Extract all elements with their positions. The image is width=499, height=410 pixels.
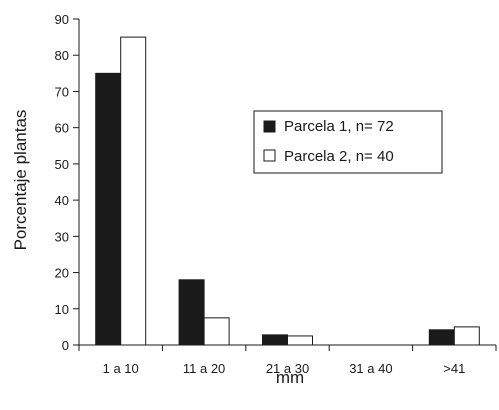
legend-swatch-parcela-1 xyxy=(263,120,276,133)
legend-swatch-parcela-2 xyxy=(263,149,276,162)
bar-parcela-1-2 xyxy=(262,334,288,346)
y-tick-label: 20 xyxy=(55,266,69,281)
bars xyxy=(95,36,480,346)
bar-parcela-2-2 xyxy=(287,335,313,346)
y-tick-label: 0 xyxy=(62,338,69,353)
y-tick-label: 30 xyxy=(55,229,69,244)
y-tick-label: 90 xyxy=(55,12,69,27)
y-axis: 0 10 20 30 40 50 60 70 80 90 xyxy=(55,12,80,353)
y-axis-title: Porcentaje plantas xyxy=(11,110,30,251)
bar-parcela-2-1 xyxy=(203,317,230,346)
legend-label-parcela-1: Parcela 1, n= 72 xyxy=(284,118,394,135)
x-tick-label: 31 a 40 xyxy=(349,361,392,376)
bar-parcela-2-0 xyxy=(120,36,147,346)
legend-label-parcela-2: Parcela 2, n= 40 xyxy=(284,148,394,165)
y-tick-label: 70 xyxy=(55,84,69,99)
y-tick-label: 80 xyxy=(55,48,69,63)
y-tick-label: 60 xyxy=(55,121,69,136)
bar-parcela-1-4 xyxy=(428,329,455,346)
x-axis: 1 a 10 11 a 20 21 a 30 31 a 40 >41 xyxy=(78,344,497,376)
x-tick-label: 1 a 10 xyxy=(103,361,139,376)
legend-frame xyxy=(253,110,443,174)
y-tick-label: 40 xyxy=(55,193,69,208)
y-tick-label: 10 xyxy=(55,302,69,317)
bar-parcela-2-4 xyxy=(453,326,480,346)
y-tick-label: 50 xyxy=(55,157,69,172)
legend: Parcela 1, n= 72 Parcela 2, n= 40 xyxy=(253,110,443,174)
bar-parcela-1-0 xyxy=(95,72,122,346)
x-axis-title: mm xyxy=(276,368,304,387)
x-tick-label: 11 a 20 xyxy=(183,361,225,376)
bar-parcela-1-1 xyxy=(178,279,205,346)
x-tick-label: 21 a 30 xyxy=(266,361,309,376)
x-tick-label: >41 xyxy=(443,361,465,376)
